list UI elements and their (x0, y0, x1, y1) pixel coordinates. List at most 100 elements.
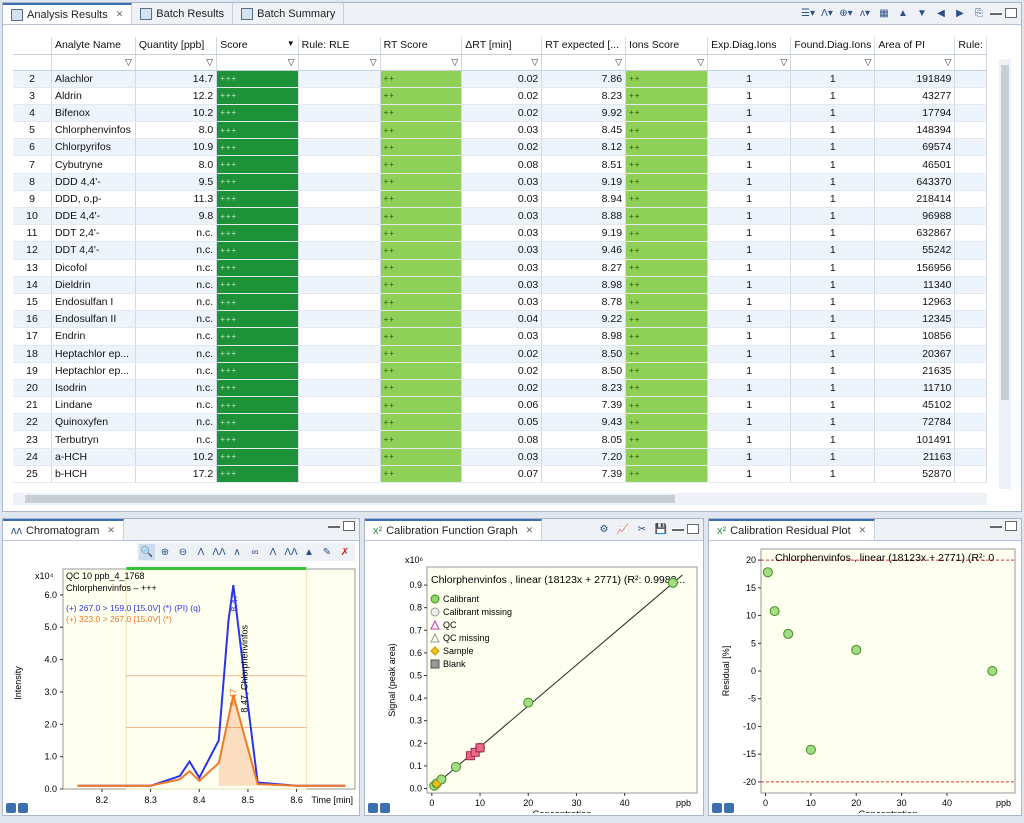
table-row[interactable]: 9 DDD, o,p- 11.3 +++ ++ 0.03 8.94 ++ 1 1 218414 (13, 190, 987, 209)
tab-chromatogram[interactable]: ʌʌ Chromatogram ✕ (3, 519, 124, 540)
table-row[interactable]: 18 Heptachlor ep... n.c. +++ ++ 0.02 8.50 ++ 1 1 2… (13, 345, 987, 363)
col-header[interactable]: Rule: RLE (298, 37, 381, 55)
col-header[interactable]: ΔRT [min] (461, 37, 543, 55)
arrow-up-icon[interactable]: ▲ (898, 7, 908, 19)
peak-split-icon[interactable]: ΛΛ (284, 546, 298, 558)
tab-batch-results[interactable]: Batch Results (132, 3, 234, 24)
table-row[interactable]: 3 Aldrin 12.2 +++ ++ 0.02 8.23 ++ 1 1 43277 (13, 87, 987, 105)
table-row[interactable]: 2 Alachlor 14.7 +++ ++ 0.02 7.86 ++ 1 1 191849 (13, 70, 987, 88)
table-row[interactable]: 6 Chlorpyrifos 10.9 +++ ++ 0.02 8.12 ++ 1 1 69574 (13, 138, 987, 157)
filter-icon[interactable]: ▽ (874, 54, 956, 71)
col-header[interactable]: Area of PI (874, 37, 956, 55)
table-row[interactable]: 19 Heptachlor ep... n.c. +++ ++ 0.02 8.50 ++ 1 1 2… (13, 362, 987, 380)
chromatogram-icon[interactable]: ʌ▾ (859, 7, 871, 19)
minimize-icon[interactable] (990, 524, 1002, 528)
close-icon[interactable]: ✕ (115, 9, 124, 19)
table-row[interactable]: 7 Cybutryne 8.0 +++ ++ 0.08 8.51 ++ 1 1 46501 (13, 155, 987, 174)
table-row[interactable]: 20 Isodrin n.c. +++ ++ 0.02 8.23 ++ 1 1 11710 (13, 379, 987, 398)
zoom-in-icon[interactable]: ⊕ (160, 546, 170, 558)
col-header[interactable]: Quantity [ppb] (135, 37, 218, 55)
expand-icon[interactable] (6, 803, 16, 813)
table-row[interactable]: 16 Endosulfan II n.c. +++ ++ 0.04 9.22 ++ 1 1 1234… (13, 310, 987, 329)
table-row[interactable]: 14 Dieldrin n.c. +++ ++ 0.03 8.98 ++ 1 1 11340 (13, 276, 987, 294)
table-row[interactable]: 11 DDT 2,4'- n.c. +++ ++ 0.03 9.19 ++ 1 1 632867 (13, 224, 987, 243)
filter-icon[interactable]: ▽ (298, 54, 381, 71)
table-row[interactable]: 8 DDD 4,4'- 9.5 +++ ++ 0.03 9.19 ++ 1 1 643370 (13, 173, 987, 191)
table-row[interactable]: 4 Bifenox 10.2 +++ ++ 0.02 9.92 ++ 1 1 17794 (13, 104, 987, 123)
filter-icon[interactable]: ▽ (541, 54, 627, 71)
calibration-plot[interactable]: Chlorphenvinfos , linear (18123x + 2771)… (365, 541, 703, 813)
minimize-icon[interactable] (672, 527, 684, 531)
filter-icon[interactable] (954, 54, 987, 71)
peak-icon[interactable]: Λ (269, 546, 277, 558)
columns-icon[interactable]: ☰▾ (801, 7, 815, 19)
arrow-left-icon[interactable]: ◀ (937, 7, 945, 19)
table-row[interactable]: 23 Terbutryn n.c. +++ ++ 0.08 8.05 ++ 1 1 101491 (13, 430, 987, 449)
table-row[interactable]: 22 Quinoxyfen n.c. +++ ++ 0.05 9.43 ++ 1 1 72784 (13, 413, 987, 432)
expand-icon[interactable] (368, 803, 378, 813)
col-header[interactable]: Rule: (954, 37, 987, 55)
settings-icon[interactable]: ⚙ (599, 523, 609, 535)
filter-icon[interactable]: ▽ (461, 54, 543, 71)
col-header[interactable]: RT expected [... (541, 37, 627, 55)
baseline-icon[interactable]: Λ (197, 546, 205, 558)
delete-peak-icon[interactable]: ✗ (340, 546, 350, 558)
expand-icon[interactable] (712, 803, 722, 813)
filter-icon[interactable]: ▽ (707, 54, 792, 71)
col-header[interactable]: Score ▼ (216, 37, 299, 55)
zoom-out-icon[interactable]: ⊖ (178, 546, 188, 558)
integrate-icon[interactable]: ∧ (233, 546, 241, 558)
tools-icon[interactable]: ✂ (637, 523, 647, 535)
zoom-icon[interactable]: 🔍 (139, 544, 155, 560)
table-row[interactable]: 17 Endrin n.c. +++ ++ 0.03 8.98 ++ 1 1 10856 (13, 327, 987, 346)
export-icon[interactable]: ⎘ (975, 7, 983, 19)
tab-residual-plot[interactable]: x² Calibration Residual Plot ✕ (709, 519, 876, 540)
col-header[interactable]: RT Score (380, 37, 463, 55)
manual-integrate-icon[interactable]: ✎ (322, 546, 332, 558)
residual-plot[interactable]: Chlorphenvinfos , linear (18123x + 2771)… (709, 541, 1021, 813)
filter-icon[interactable]: ▽ (135, 54, 218, 71)
grid-icon[interactable]: ▦ (879, 7, 889, 19)
peak-area-icon[interactable]: ▲ (304, 546, 314, 558)
filter-icon[interactable]: ▽ (216, 54, 299, 71)
table-row[interactable]: 24 a-HCH 10.2 +++ ++ 0.03 7.20 ++ 1 1 21163 (13, 448, 987, 466)
link-icon[interactable] (380, 803, 390, 813)
table-row[interactable]: 10 DDE 4,4'- 9.8 +++ ++ 0.03 8.88 ++ 1 1 96988 (13, 207, 987, 226)
arrow-down-icon[interactable]: ▼ (917, 7, 927, 19)
scroll-thumb[interactable] (25, 495, 675, 503)
col-header[interactable]: Exp.Diag.Ions (707, 37, 792, 55)
vertical-scrollbar[interactable] (999, 59, 1011, 489)
tab-analysis-results[interactable]: Analysis Results ✕ (3, 3, 133, 24)
close-icon[interactable]: ✕ (858, 525, 867, 535)
maximize-icon[interactable] (1005, 521, 1017, 531)
maximize-icon[interactable] (343, 521, 355, 531)
link-icon[interactable] (724, 803, 734, 813)
link-icon[interactable] (18, 803, 28, 813)
col-header[interactable]: Ions Score (625, 37, 709, 55)
close-icon[interactable]: ✕ (107, 525, 115, 535)
col-header[interactable]: Analyte Name (51, 37, 136, 55)
table-row[interactable]: 25 b-HCH 17.2 +++ ++ 0.07 7.39 ++ 1 1 52870 (13, 465, 987, 484)
link-icon[interactable]: ⊕▾ (839, 7, 853, 19)
table-row[interactable]: 21 Lindane n.c. +++ ++ 0.06 7.39 ++ 1 1 45102 (13, 396, 987, 415)
minimize-icon[interactable] (990, 11, 1002, 15)
col-header[interactable]: Found.Diag.Ions (790, 37, 876, 55)
table-row[interactable]: 13 Dicofol n.c. +++ ++ 0.03 8.27 ++ 1 1 156956 (13, 259, 987, 277)
link-icon[interactable]: ∞ (251, 546, 259, 558)
chromatogram-plot[interactable]: 0.0 1.0 2.0 3.0 4.0 5.0 6.0 8.2 8.3 8.4 8.5 8.6 Time… (3, 563, 359, 813)
peak-icon[interactable]: Λ▾ (821, 7, 833, 19)
table-row[interactable]: 5 Chlorphenvinfos 8.0 +++ ++ 0.03 8.45 ++ 1 1 1483… (13, 121, 987, 140)
tab-calibration-function[interactable]: x² Calibration Function Graph ✕ (365, 519, 543, 540)
tab-batch-summary[interactable]: Batch Summary (233, 3, 345, 24)
maximize-icon[interactable] (687, 524, 699, 534)
save-icon[interactable]: 💾 (654, 523, 668, 535)
horizontal-scrollbar[interactable] (13, 493, 987, 505)
filter-icon[interactable]: ▽ (51, 54, 136, 71)
table-row[interactable]: 12 DDT 4,4'- n.c. +++ ++ 0.03 9.46 ++ 1 1 55242 (13, 241, 987, 260)
close-icon[interactable]: ✕ (525, 525, 534, 535)
scroll-thumb[interactable] (1001, 65, 1009, 400)
filter-icon[interactable]: ▽ (625, 54, 709, 71)
chart-icon[interactable]: 📈 (616, 523, 630, 535)
filter-icon[interactable]: ▽ (790, 54, 876, 71)
